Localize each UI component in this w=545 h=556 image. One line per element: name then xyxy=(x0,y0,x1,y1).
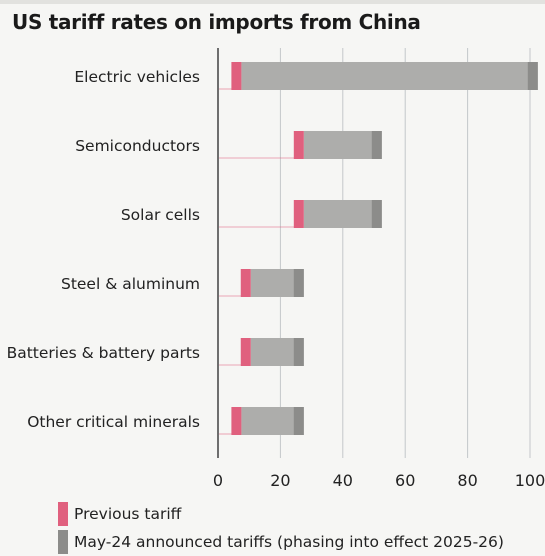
category-label-solar-cells: Solar cells xyxy=(121,206,200,224)
previous-marker-solar-cells xyxy=(293,200,304,228)
x-tick-label-0: 0 xyxy=(213,471,223,490)
x-tick-label-40: 40 xyxy=(333,471,353,490)
announced-marker-electric-vehicles xyxy=(527,62,538,90)
previous-marker-batteries-battery-parts xyxy=(240,338,251,366)
category-label-electric-vehicles: Electric vehicles xyxy=(74,68,200,86)
previous-marker-semiconductors xyxy=(293,131,304,159)
legend: Previous tariff May-24 announced tariffs… xyxy=(58,500,504,556)
announced-marker-other-critical-minerals xyxy=(293,407,304,435)
category-label-other-critical-minerals: Other critical minerals xyxy=(27,413,200,431)
announced-span-semiconductors xyxy=(303,131,382,159)
legend-swatch-previous xyxy=(58,502,68,526)
legend-label-previous: Previous tariff xyxy=(74,505,182,523)
legend-item-previous: Previous tariff xyxy=(58,500,504,528)
category-label-semiconductors: Semiconductors xyxy=(75,137,200,155)
announced-span-solar-cells xyxy=(303,200,382,228)
x-tick-label-100: 100 xyxy=(515,471,545,490)
x-tick-label-60: 60 xyxy=(395,471,415,490)
legend-item-announced: May-24 announced tariffs (phasing into e… xyxy=(58,528,504,556)
announced-marker-batteries-battery-parts xyxy=(293,338,304,366)
announced-span-electric-vehicles xyxy=(241,62,538,90)
previous-marker-steel-aluminum xyxy=(240,269,251,297)
chart-title: US tariff rates on imports from China xyxy=(12,10,421,34)
announced-span-other-critical-minerals xyxy=(241,407,304,435)
legend-label-announced: May-24 announced tariffs (phasing into e… xyxy=(74,533,504,551)
category-label-steel-aluminum: Steel & aluminum xyxy=(61,275,200,293)
x-tick-label-80: 80 xyxy=(457,471,477,490)
previous-marker-electric-vehicles xyxy=(231,62,242,90)
bar-chart: Electric vehicles Semiconductors Solar cel… xyxy=(7,48,545,490)
category-label-batteries-battery-parts: Batteries & battery parts xyxy=(7,344,200,362)
x-tick-label-20: 20 xyxy=(270,471,290,490)
legend-swatch-announced xyxy=(58,530,68,554)
previous-marker-other-critical-minerals xyxy=(231,407,242,435)
announced-marker-steel-aluminum xyxy=(293,269,304,297)
announced-marker-semiconductors xyxy=(371,131,382,159)
top-rule xyxy=(0,0,545,4)
announced-marker-solar-cells xyxy=(371,200,382,228)
